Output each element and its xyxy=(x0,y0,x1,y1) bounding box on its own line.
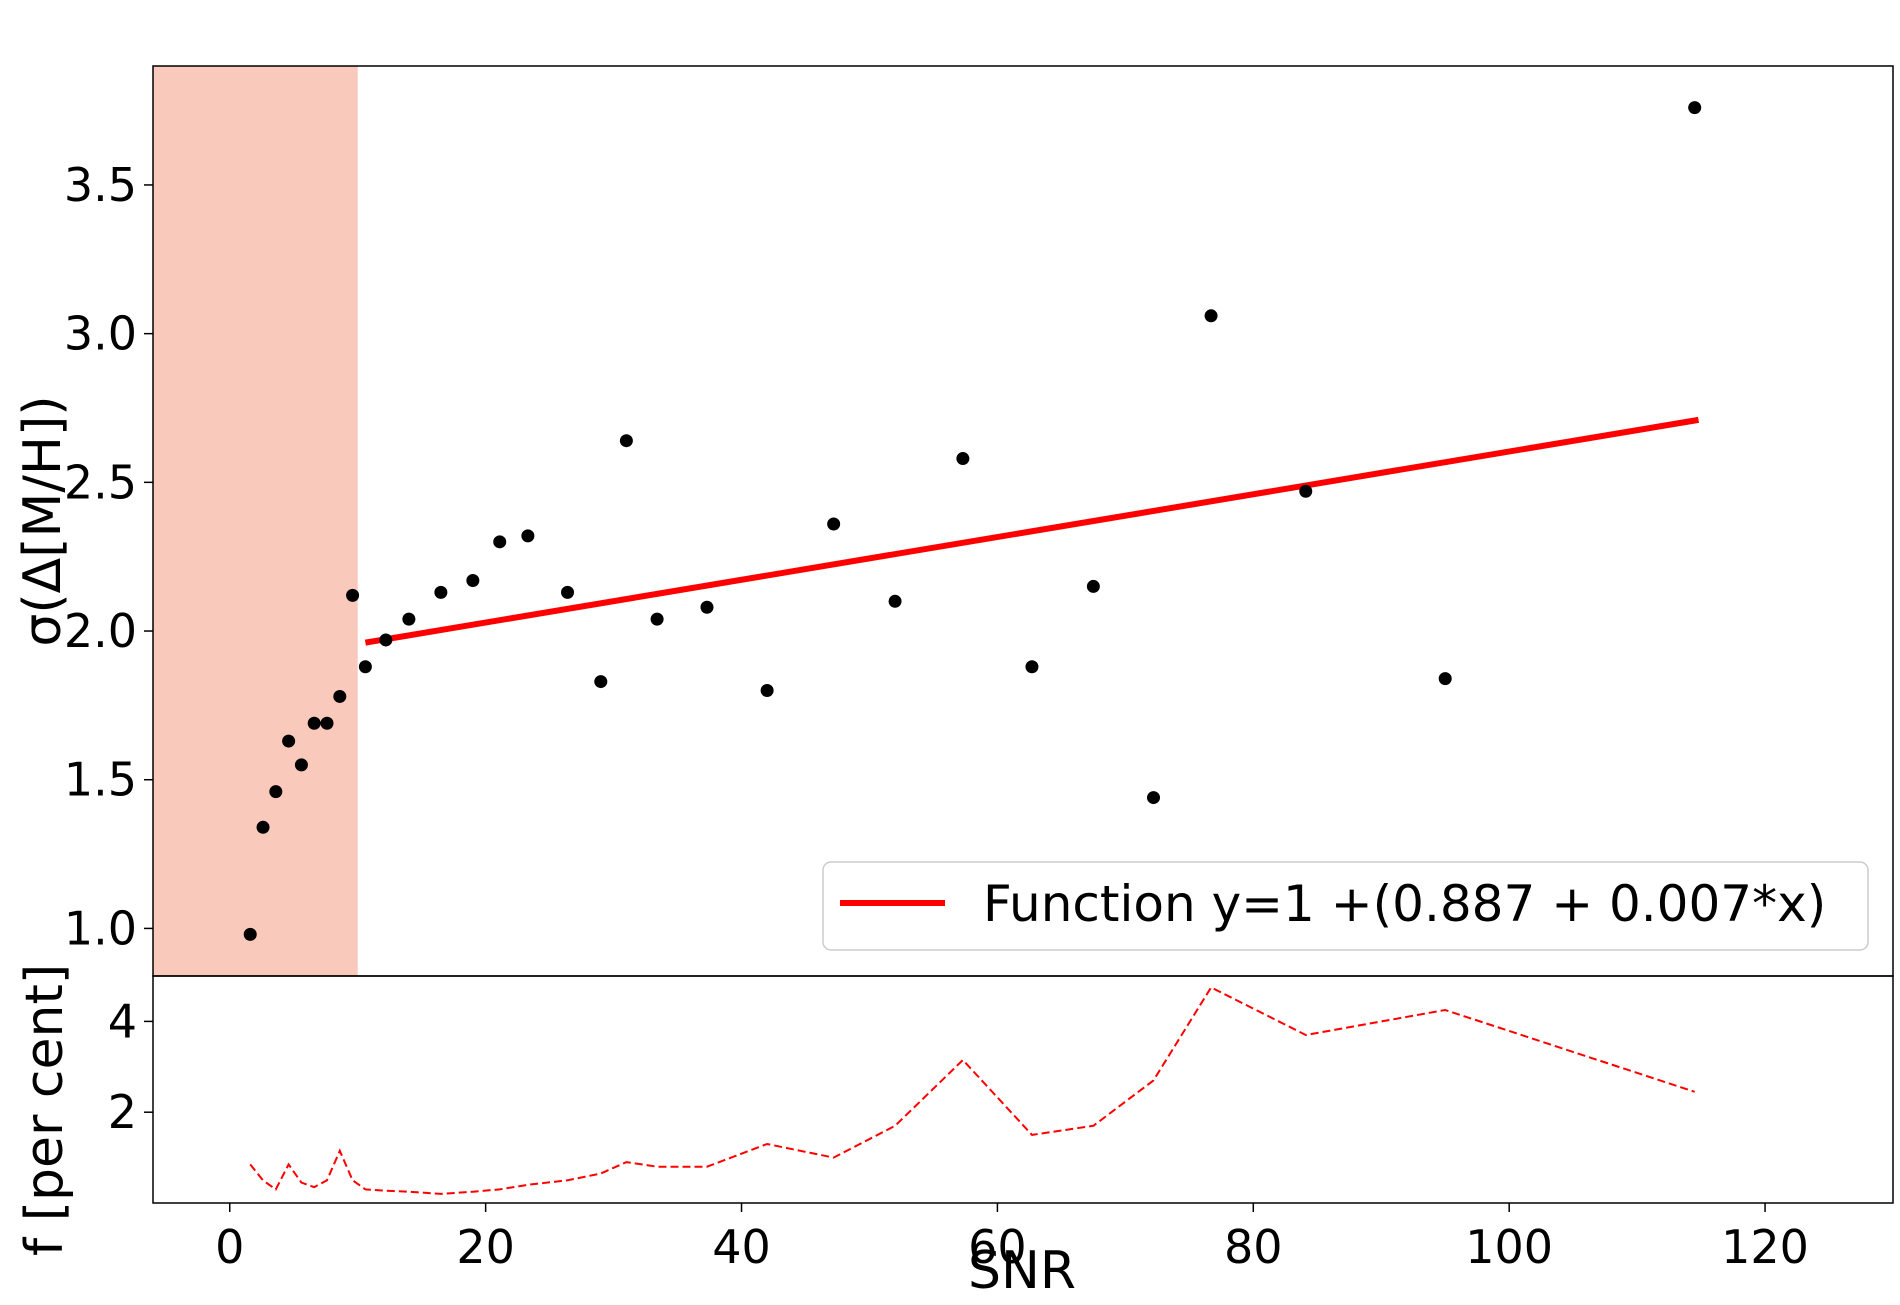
data-point xyxy=(282,734,296,748)
y-tick-label: 2 xyxy=(108,1085,137,1139)
bottom-y-axis-label: f [per cent] xyxy=(15,964,75,1256)
top-panel-frame xyxy=(152,65,1894,977)
data-point xyxy=(594,675,608,689)
bottom-panel: 240 20 40 60 80 100 120 xyxy=(108,975,1894,1274)
data-point xyxy=(956,452,970,466)
y-tick-label: 1.0 xyxy=(64,901,137,955)
y-tick-label: 2.5 xyxy=(64,455,137,509)
data-point xyxy=(379,633,393,647)
legend-box xyxy=(822,861,1869,951)
x-axis-label: SNR xyxy=(968,1241,1076,1300)
data-point xyxy=(493,535,507,549)
x-tick-label: 20 xyxy=(456,1220,515,1274)
shaded-region xyxy=(153,66,358,976)
data-point xyxy=(402,612,416,626)
data-point xyxy=(700,600,714,614)
x-tick-label: 60 xyxy=(968,1220,1027,1274)
bottom-panel-frame xyxy=(152,975,1894,1204)
data-point xyxy=(358,660,372,674)
data-point xyxy=(434,585,448,599)
data-point xyxy=(466,573,480,587)
data-point xyxy=(619,434,633,448)
x-tick-label: 0 xyxy=(215,1220,244,1274)
data-point xyxy=(650,612,664,626)
fraction-line xyxy=(249,986,1696,1195)
data-point xyxy=(1688,101,1702,115)
axis-labels: SNR σ(Δ[M/H]) f [per cent] xyxy=(13,395,1076,1301)
top-y-axis-label: σ(Δ[M/H]) xyxy=(13,395,73,646)
x-tick-label: 100 xyxy=(1465,1220,1553,1274)
top-panel: 1.0 1.5 2.0 2.5 3.0 3.5 xyxy=(64,65,1894,977)
data-point xyxy=(1204,309,1218,323)
x-tick-label: 120 xyxy=(1721,1220,1809,1274)
data-point xyxy=(827,517,841,531)
y-tick-label: 4 xyxy=(108,994,137,1048)
data-point xyxy=(346,588,360,602)
legend-label: Function y=1 +(0.887 + 0.007*x) xyxy=(983,875,1826,933)
data-point xyxy=(320,716,334,730)
y-tick-label: 3.0 xyxy=(64,307,137,361)
data-point xyxy=(1086,579,1100,593)
data-point xyxy=(333,689,347,703)
y-tick-label: 3.5 xyxy=(64,158,137,212)
data-point xyxy=(1299,484,1313,498)
data-point xyxy=(760,684,774,698)
legend: Function y=1 +(0.887 + 0.007*x) xyxy=(822,861,1869,951)
x-tick-label: 80 xyxy=(1224,1220,1283,1274)
data-point xyxy=(294,758,308,772)
data-point xyxy=(521,529,535,543)
data-point xyxy=(1147,791,1160,805)
data-point xyxy=(269,785,283,799)
y-tick-label: 1.5 xyxy=(64,753,137,807)
data-point xyxy=(1025,660,1039,674)
y-tick-label: 2.0 xyxy=(64,604,137,658)
data-point xyxy=(561,585,575,599)
data-point xyxy=(307,716,321,730)
data-point xyxy=(888,594,902,608)
data-point xyxy=(1438,672,1452,686)
data-point xyxy=(256,820,270,834)
x-tick-label: 40 xyxy=(712,1220,771,1274)
fit-line xyxy=(364,416,1700,646)
data-point xyxy=(243,927,257,941)
